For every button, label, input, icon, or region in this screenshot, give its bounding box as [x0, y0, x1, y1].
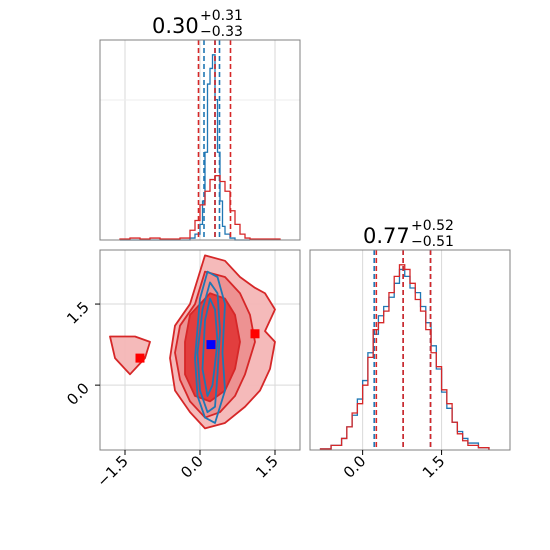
axes-frame	[309, 249, 511, 451]
x-tick-label-1: 0.0	[177, 452, 207, 482]
histogram-series-1	[119, 175, 281, 240]
axes-frame	[99, 39, 301, 241]
contour-level-1-1	[196, 281, 221, 414]
title-param-2-plus: +0.52	[411, 218, 454, 234]
contour-level-0-3	[109, 335, 151, 376]
title-param-1-plus: +0.31	[200, 8, 243, 24]
histogram-series-1	[319, 264, 490, 450]
histogram-series-0	[319, 268, 490, 450]
contour-level-1-0	[194, 270, 226, 424]
truth-marker-1-0	[206, 340, 216, 350]
y-tick-label-0: 0.0	[63, 379, 93, 409]
x-tick-label-2: 1.5	[252, 452, 282, 482]
truth-marker-0-1	[135, 353, 145, 363]
title-param-1-value: 0.30	[152, 14, 199, 38]
x-tick-label-0: −1.5	[93, 452, 131, 490]
histogram-panel-param-2: 0.0 1.5	[309, 249, 511, 482]
histogram-panel-param-1	[99, 39, 301, 241]
contour-level-1-2	[201, 297, 219, 397]
y-tick-label-1: 1.5	[63, 298, 93, 328]
x-tick-label-1: 1.5	[419, 452, 449, 482]
title-param-2-value: 0.77	[363, 224, 410, 248]
title-param-1-minus: −0.33	[200, 24, 243, 40]
title-param-2-minus: −0.51	[411, 234, 454, 250]
truth-marker-0-0	[250, 329, 260, 339]
x-tick-label-0: 0.0	[340, 452, 370, 482]
contour-panel: −1.5 0.0 1.5 0.0 1.5	[63, 249, 301, 491]
